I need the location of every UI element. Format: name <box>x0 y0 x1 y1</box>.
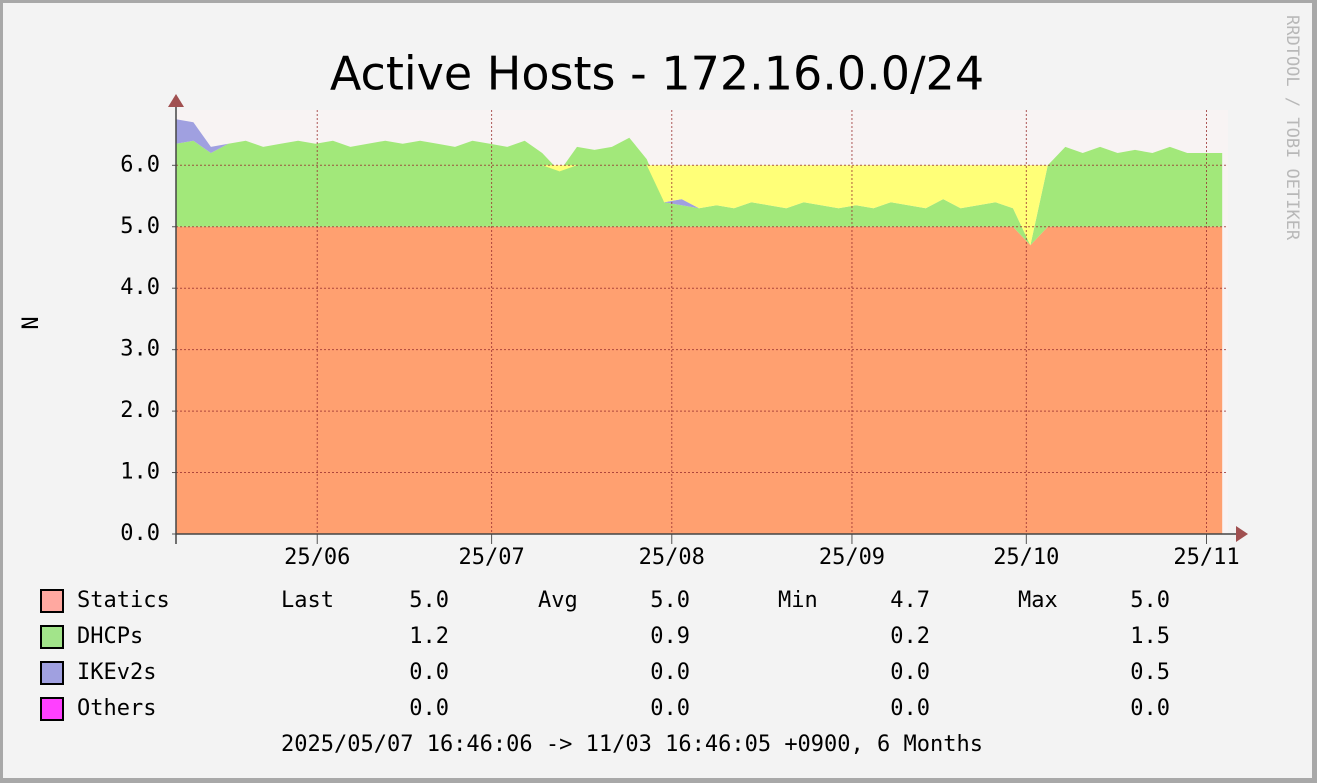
legend-label: DHCPs <box>77 624 143 649</box>
stat-value: 0.5 <box>1130 660 1170 685</box>
y-tick-label: 3.0 <box>120 337 160 362</box>
x-tick-label: 25/11 <box>1173 545 1239 570</box>
x-tick-label: 25/10 <box>993 545 1059 570</box>
y-tick-label: 5.0 <box>120 214 160 239</box>
y-tick-label: 1.0 <box>120 460 160 485</box>
stat-value: 0.0 <box>890 660 930 685</box>
legend-label: Statics <box>77 588 170 613</box>
stat-value: 0.0 <box>890 696 930 721</box>
y-tick-label: 2.0 <box>120 398 160 423</box>
stat-header: Avg <box>538 588 578 613</box>
stat-value: 4.7 <box>890 588 930 613</box>
y-axis-label: N <box>19 316 44 329</box>
area <box>176 137 1223 246</box>
y-tick-label: 0.0 <box>120 521 160 546</box>
legend-swatch <box>40 697 64 721</box>
legend: Statics Last 5.0 Avg 5.0 Min 4.7 Max 5.0 DHCPs 1.2… <box>40 588 1170 721</box>
area <box>176 226 1223 535</box>
legend-label: IKEv2s <box>77 660 156 685</box>
watermark: RRDTOOL / TOBI OETIKER <box>1282 15 1302 241</box>
stat-value: 5.0 <box>1130 588 1170 613</box>
stat-value: 1.2 <box>409 624 449 649</box>
x-tick-label: 25/08 <box>639 545 705 570</box>
stat-value: 0.0 <box>409 660 449 685</box>
footer: 2025/05/07 16:46:06 -> 11/03 16:46:05 +0… <box>281 732 983 757</box>
x-axis-arrow <box>1236 526 1248 542</box>
chart-title: Active Hosts - 172.16.0.0/24 <box>330 47 984 101</box>
stat-value: 0.0 <box>650 696 690 721</box>
stat-value: 5.0 <box>409 588 449 613</box>
stat-header: Last <box>281 588 334 613</box>
stat-value: 0.0 <box>650 660 690 685</box>
x-tick-label: 25/09 <box>819 545 885 570</box>
stat-value: 0.0 <box>1130 696 1170 721</box>
axes: 0.0 1.0 2.0 3.0 4.0 5.0 6.0 25/06 25/07 25/08 25/0… <box>120 94 1248 570</box>
stat-header: Max <box>1018 588 1058 613</box>
stat-value: 1.5 <box>1130 624 1170 649</box>
deficit-area <box>176 165 1223 246</box>
legend-label: Others <box>77 696 156 721</box>
legend-swatch <box>40 589 64 613</box>
y-axis-arrow <box>168 94 184 107</box>
areas <box>176 119 1223 535</box>
stat-value: 0.2 <box>890 624 930 649</box>
stat-header: Min <box>778 588 818 613</box>
legend-swatch <box>40 625 64 649</box>
stat-value: 0.9 <box>650 624 690 649</box>
y-tick-label: 6.0 <box>120 152 160 177</box>
stat-value: 5.0 <box>650 588 690 613</box>
stat-value: 0.0 <box>409 696 449 721</box>
legend-swatch <box>40 661 64 685</box>
y-tick-label: 4.0 <box>120 275 160 300</box>
x-tick-label: 25/07 <box>458 545 524 570</box>
x-tick-label: 25/06 <box>284 545 350 570</box>
